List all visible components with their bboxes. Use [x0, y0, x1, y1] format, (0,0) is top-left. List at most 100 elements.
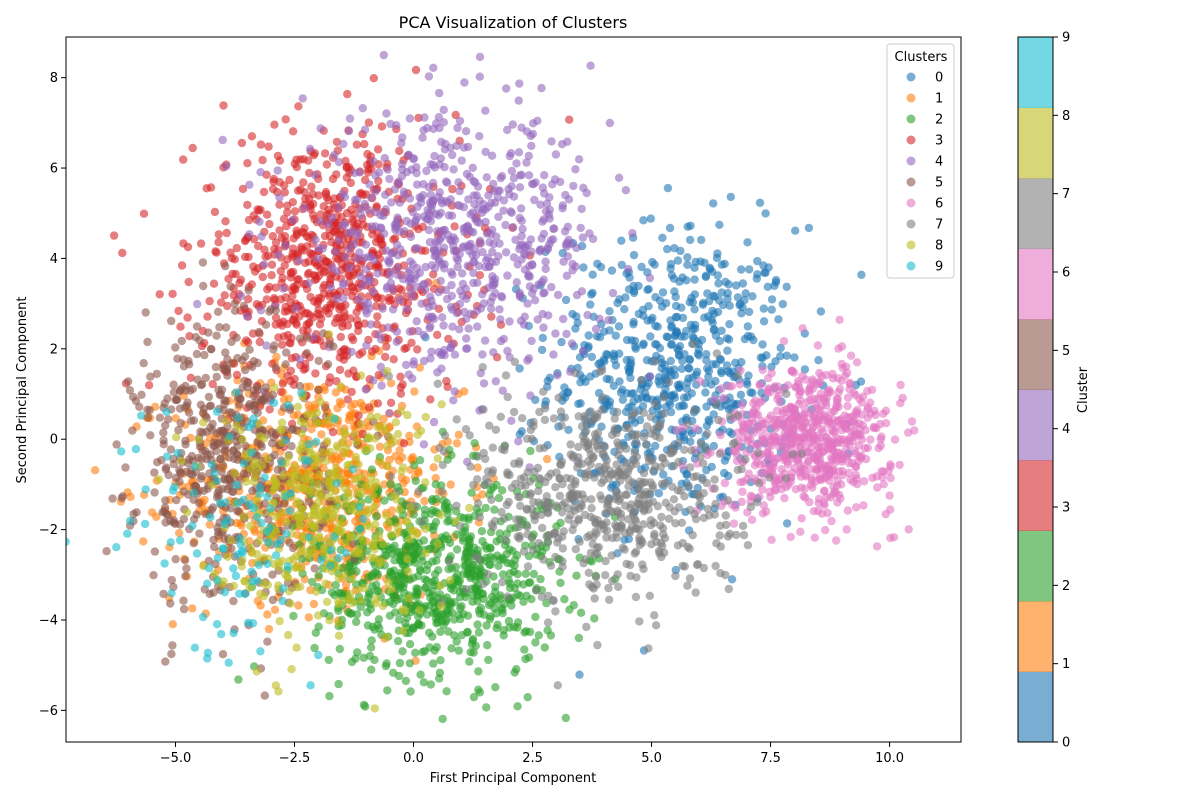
scatter-point-cluster-6	[806, 396, 815, 405]
scatter-point-cluster-5	[194, 498, 204, 508]
scatter-point-cluster-2	[507, 601, 516, 610]
scatter-point-cluster-2	[531, 612, 540, 622]
scatter-point-cluster-3	[294, 102, 303, 111]
scatter-point-cluster-0	[720, 259, 729, 269]
scatter-point-cluster-5	[245, 345, 254, 354]
scatter-point-cluster-4	[490, 274, 500, 284]
scatter-point-cluster-6	[763, 388, 772, 397]
scatter-point-cluster-3	[232, 370, 242, 380]
scatter-point-cluster-0	[662, 332, 671, 341]
scatter-point-cluster-4	[524, 171, 534, 180]
scatter-point-cluster-3	[359, 220, 368, 229]
scatter-point-cluster-6	[807, 473, 816, 482]
scatter-point-cluster-0	[665, 223, 675, 233]
scatter-point-cluster-4	[446, 343, 455, 352]
scatter-point-cluster-0	[755, 198, 765, 207]
scatter-point-cluster-1	[90, 466, 100, 475]
scatter-point-cluster-2	[482, 553, 491, 563]
scatter-point-cluster-4	[559, 314, 568, 324]
scatter-point-cluster-2	[449, 615, 459, 624]
scatter-point-cluster-5	[172, 496, 181, 505]
scatter-point-cluster-6	[732, 450, 742, 459]
scatter-point-cluster-0	[627, 389, 636, 398]
scatter-point-cluster-3	[271, 283, 280, 292]
scatter-point-cluster-3	[383, 334, 392, 343]
scatter-point-cluster-6	[872, 542, 882, 551]
scatter-point-cluster-6	[786, 532, 795, 542]
scatter-point-cluster-6	[852, 503, 861, 512]
scatter-point-cluster-2	[409, 510, 418, 519]
scatter-point-cluster-3	[269, 177, 278, 186]
scatter-point-cluster-4	[361, 240, 371, 249]
scatter-point-cluster-4	[407, 165, 416, 174]
scatter-point-cluster-4	[507, 416, 516, 425]
scatter-point-cluster-2	[470, 439, 479, 448]
scatter-point-cluster-3	[328, 174, 338, 184]
scatter-point-cluster-6	[829, 465, 838, 474]
scatter-point-cluster-2	[479, 610, 489, 619]
scatter-point-cluster-2	[356, 602, 365, 612]
scatter-point-cluster-4	[434, 257, 444, 266]
scatter-point-cluster-0	[640, 389, 650, 398]
scatter-point-cluster-4	[591, 324, 601, 334]
scatter-point-cluster-3	[364, 403, 374, 412]
scatter-point-cluster-1	[175, 528, 184, 538]
scatter-point-cluster-5	[145, 406, 154, 415]
scatter-point-cluster-7	[466, 462, 475, 471]
scatter-point-cluster-7	[500, 514, 509, 523]
scatter-point-cluster-6	[852, 409, 861, 419]
scatter-point-cluster-7	[509, 407, 519, 417]
scatter-point-cluster-3	[312, 274, 321, 284]
scatter-point-cluster-5	[149, 571, 158, 580]
scatter-point-cluster-4	[527, 336, 536, 346]
scatter-point-cluster-5	[249, 386, 258, 395]
scatter-point-cluster-4	[478, 350, 487, 359]
scatter-point-cluster-0	[658, 288, 668, 297]
scatter-point-cluster-2	[451, 562, 460, 572]
scatter-point-cluster-4	[495, 186, 504, 195]
scatter-point-cluster-5	[209, 438, 218, 447]
scatter-point-cluster-4	[421, 262, 430, 272]
scatter-point-cluster-5	[221, 323, 231, 332]
scatter-point-cluster-0	[726, 192, 735, 202]
scatter-point-cluster-5	[323, 360, 333, 369]
scatter-point-cluster-0	[710, 292, 720, 301]
scatter-point-cluster-0	[572, 312, 581, 321]
scatter-point-cluster-4	[505, 317, 514, 326]
scatter-point-cluster-3	[313, 261, 322, 270]
scatter-point-cluster-3	[256, 140, 266, 149]
scatter-point-cluster-1	[139, 537, 148, 546]
scatter-point-cluster-7	[683, 542, 692, 552]
scatter-point-cluster-4	[524, 151, 533, 161]
scatter-point-cluster-4	[475, 132, 484, 141]
scatter-point-cluster-3	[355, 350, 364, 359]
scatter-point-cluster-6	[795, 390, 804, 399]
scatter-point-cluster-4	[547, 282, 556, 292]
scatter-point-cluster-3	[354, 326, 363, 336]
scatter-point-cluster-4	[411, 218, 420, 227]
scatter-point-cluster-0	[639, 216, 648, 225]
scatter-point-cluster-4	[501, 220, 510, 230]
scatter-point-cluster-4	[392, 327, 402, 336]
scatter-point-cluster-4	[494, 212, 503, 222]
scatter-point-cluster-6	[843, 401, 852, 411]
scatter-point-cluster-3	[373, 312, 382, 321]
scatter-point-cluster-4	[369, 376, 378, 385]
scatter-point-cluster-5	[254, 327, 264, 337]
scatter-point-cluster-3	[300, 188, 309, 197]
scatter-point-cluster-2	[495, 529, 504, 538]
scatter-point-cluster-4	[464, 195, 473, 204]
scatter-point-cluster-3	[371, 344, 380, 354]
scatter-point-cluster-3	[292, 231, 301, 240]
scatter-point-cluster-4	[427, 313, 436, 322]
scatter-point-cluster-2	[486, 612, 495, 621]
scatter-point-cluster-6	[822, 472, 831, 482]
scatter-point-cluster-0	[596, 262, 606, 272]
scatter-point-cluster-2	[522, 627, 531, 636]
scatter-point-cluster-4	[295, 355, 305, 364]
scatter-point-cluster-5	[176, 418, 185, 428]
scatter-point-cluster-4	[281, 241, 290, 250]
scatter-point-cluster-6	[720, 478, 730, 488]
scatter-point-cluster-2	[569, 601, 578, 610]
